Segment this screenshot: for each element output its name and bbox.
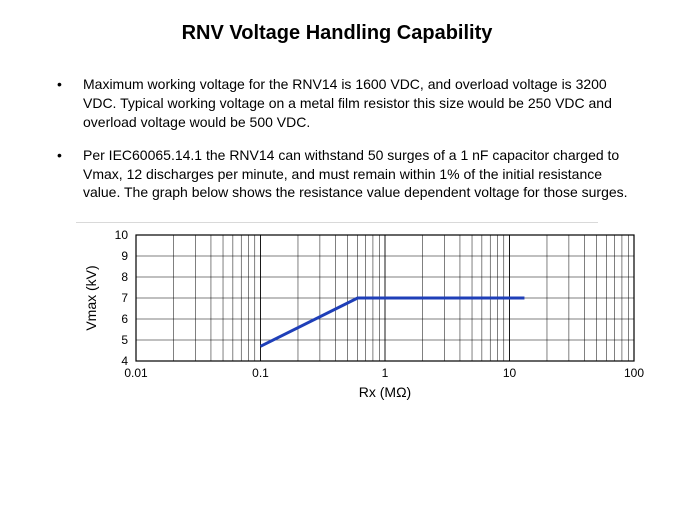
svg-text:5: 5	[121, 333, 128, 347]
svg-text:6: 6	[121, 312, 128, 326]
svg-text:0.1: 0.1	[252, 366, 269, 380]
page-title: RNV Voltage Handling Capability	[38, 22, 636, 45]
svg-text:9: 9	[121, 249, 128, 263]
vmax-chart: 456789100.010.1110100Rx (MΩ)Vmax (kV)	[76, 229, 646, 405]
svg-text:1: 1	[382, 366, 389, 380]
svg-text:10: 10	[503, 366, 517, 380]
slide: RNV Voltage Handling Capability Maximum …	[0, 0, 674, 405]
svg-text:Vmax (kV): Vmax (kV)	[83, 266, 99, 331]
bullet-item: Maximum working voltage for the RNV14 is…	[63, 75, 636, 132]
bullet-item: Per IEC60065.14.1 the RNV14 can withstan…	[63, 146, 636, 203]
svg-text:100: 100	[624, 366, 644, 380]
bullet-list: Maximum working voltage for the RNV14 is…	[63, 75, 636, 202]
svg-text:8: 8	[121, 270, 128, 284]
chart-container: 456789100.010.1110100Rx (MΩ)Vmax (kV)	[76, 222, 598, 405]
svg-text:7: 7	[121, 291, 128, 305]
svg-text:0.01: 0.01	[124, 366, 148, 380]
svg-text:Rx (MΩ): Rx (MΩ)	[359, 384, 411, 400]
svg-text:10: 10	[115, 229, 129, 242]
